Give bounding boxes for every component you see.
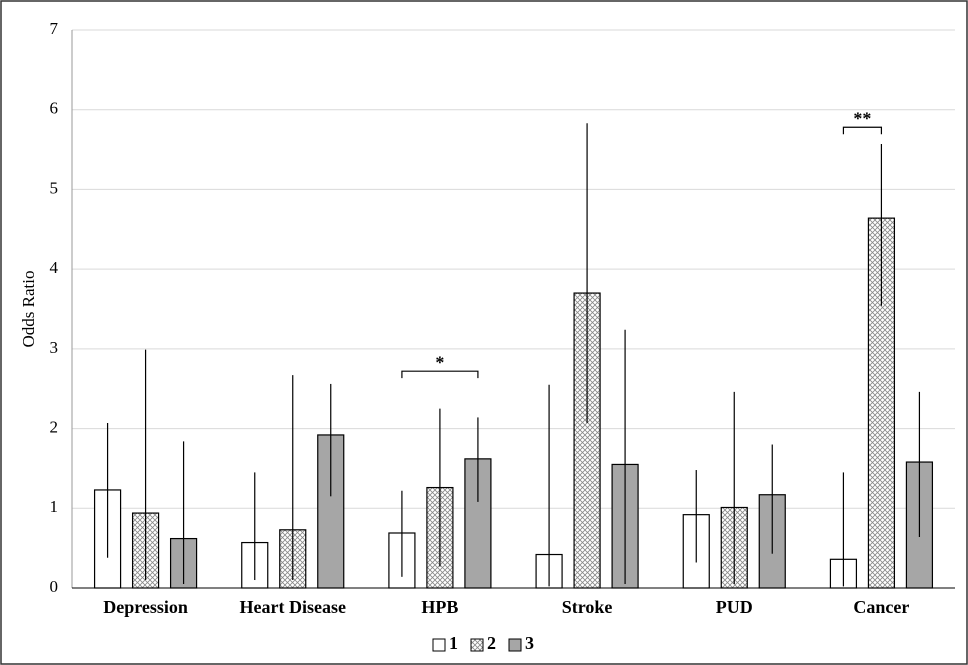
significance-bracket bbox=[401, 370, 479, 379]
y-tick-label: 2 bbox=[50, 417, 59, 436]
x-tick-label: Depression bbox=[103, 597, 188, 617]
y-tick-label: 1 bbox=[50, 497, 59, 516]
y-tick-label: 5 bbox=[50, 178, 59, 197]
y-tick-label: 7 bbox=[50, 19, 59, 38]
legend-label: 3 bbox=[525, 633, 534, 653]
legend-label: 2 bbox=[487, 633, 496, 653]
y-tick-label: 4 bbox=[50, 258, 59, 277]
legend-swatch bbox=[508, 638, 522, 652]
legend-swatch bbox=[432, 638, 446, 652]
legend-swatch bbox=[470, 638, 484, 652]
x-tick-label: Stroke bbox=[562, 597, 613, 617]
x-tick-label: Cancer bbox=[853, 597, 909, 617]
significance-label: ** bbox=[853, 108, 871, 128]
legend-label: 1 bbox=[449, 633, 458, 653]
x-tick-label: PUD bbox=[716, 597, 753, 617]
y-tick-label: 6 bbox=[50, 99, 59, 118]
y-tick-label: 3 bbox=[50, 338, 59, 357]
y-axis-label: Odds Ratio bbox=[19, 271, 38, 348]
y-tick-label: 0 bbox=[50, 577, 59, 596]
significance-label: * bbox=[435, 352, 444, 372]
significance-bracket bbox=[842, 126, 883, 135]
x-tick-label: Heart Disease bbox=[240, 597, 346, 617]
x-tick-label: HPB bbox=[421, 597, 458, 617]
